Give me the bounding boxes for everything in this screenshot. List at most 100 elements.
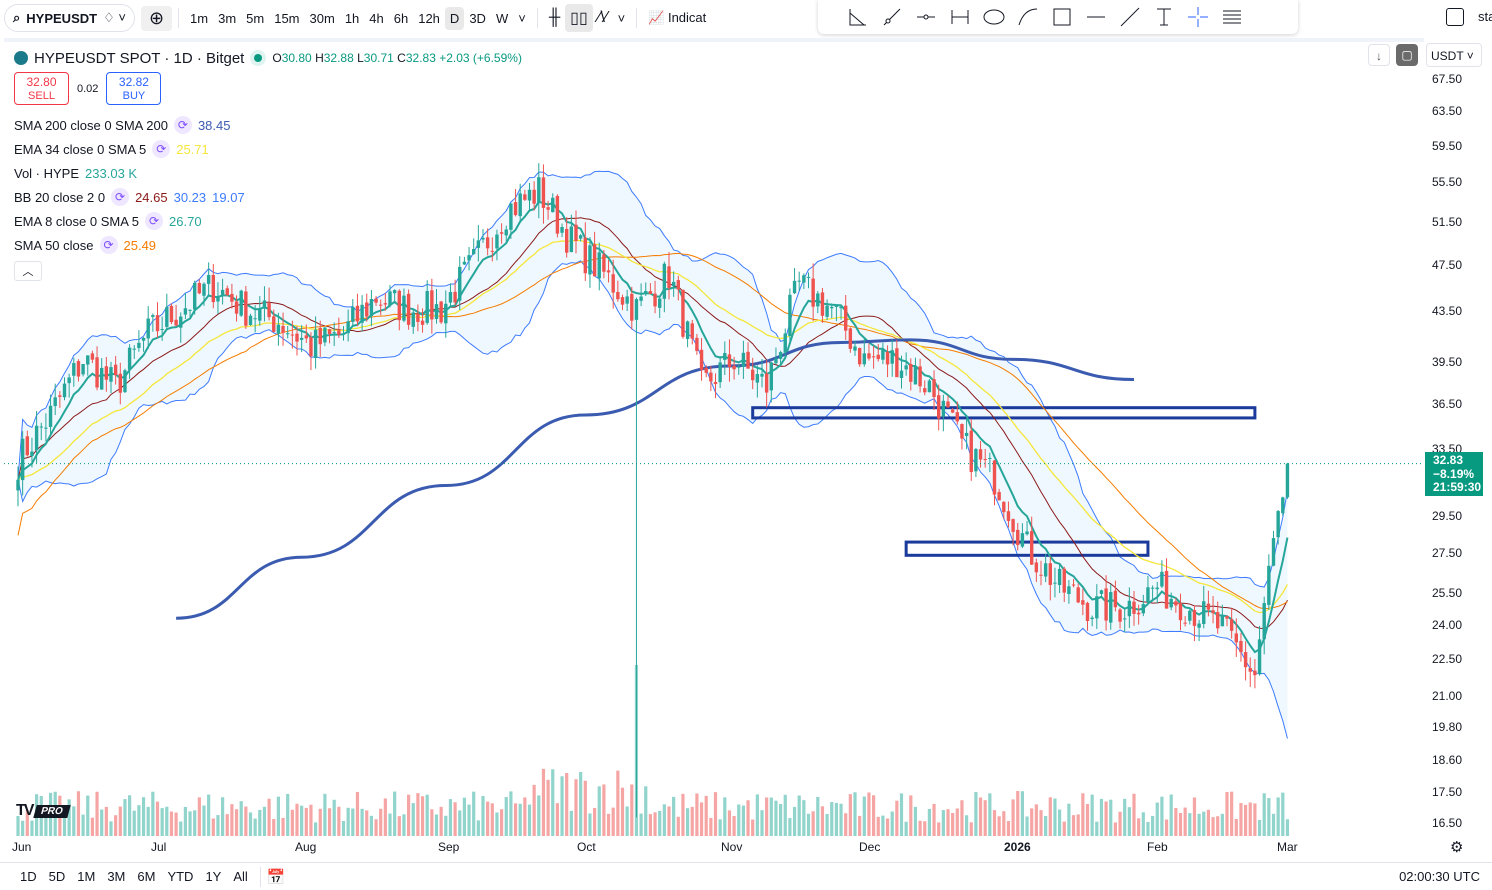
range-1M[interactable]: 1M bbox=[77, 869, 96, 884]
interval-1m[interactable]: 1m bbox=[190, 10, 209, 26]
date-range-icon[interactable] bbox=[948, 5, 972, 29]
bar-chart-icon[interactable]: ╫ bbox=[548, 9, 561, 26]
ellipse-icon[interactable] bbox=[982, 5, 1006, 29]
range-1Y[interactable]: 1Y bbox=[205, 869, 222, 884]
indicator-row[interactable]: SMA 50 close ⟳ 25.49 bbox=[14, 233, 522, 257]
range-3M[interactable]: 3M bbox=[107, 869, 126, 884]
indicator-row[interactable]: Vol · HYPE 233.03 K bbox=[14, 161, 522, 185]
bb-lower-line bbox=[17, 260, 1288, 739]
range-YTD[interactable]: YTD bbox=[167, 869, 194, 884]
interval-6h[interactable]: 6h bbox=[393, 10, 409, 26]
text-icon[interactable] bbox=[1152, 5, 1176, 29]
currency-select[interactable]: USDT ˅ bbox=[1426, 43, 1482, 67]
line-chart-icon[interactable]: ⁄\⁄ bbox=[597, 9, 608, 26]
buy-button[interactable]: 32.82 BUY bbox=[106, 72, 162, 105]
exchange-icon[interactable]: ♢ ˅ bbox=[103, 10, 126, 25]
refresh-icon[interactable]: ⟳ bbox=[111, 188, 130, 206]
interval-12h[interactable]: 12h bbox=[418, 10, 440, 26]
candles-icon[interactable]: ▯▯ bbox=[565, 4, 593, 32]
range-1D[interactable]: 1D bbox=[20, 869, 37, 884]
volume-bar bbox=[895, 800, 899, 836]
trend-angle-icon[interactable] bbox=[846, 5, 870, 29]
candle bbox=[244, 286, 248, 329]
range-6M[interactable]: 6M bbox=[137, 869, 156, 884]
time-axis[interactable]: Jun Jul Aug Sep Oct Nov Dec 2026 Feb Mar bbox=[0, 838, 1424, 860]
interval-D[interactable]: D bbox=[444, 6, 465, 30]
collapse-legend-button[interactable]: ︿ bbox=[14, 261, 42, 281]
price-axis[interactable]: ↓ ▢ USDT ˅ 67.50 63.50 59.50 55.50 51.50 47.5… bbox=[1368, 38, 1492, 862]
price-zone-rectangle[interactable] bbox=[904, 540, 1150, 557]
volume-bar bbox=[1239, 803, 1243, 836]
last-price-label: 32.83 −8.19% 21:59:30 bbox=[1425, 452, 1483, 496]
refresh-icon[interactable]: ⟳ bbox=[99, 236, 118, 254]
clock[interactable]: 02:00:30 UTC bbox=[1399, 869, 1480, 884]
ray-icon[interactable] bbox=[880, 5, 904, 29]
settings-icon[interactable]: ⚙ bbox=[1450, 839, 1464, 856]
indicator-row[interactable]: EMA 34 close 0 SMA 5 ⟳ 25.71 bbox=[14, 137, 522, 161]
interval-3m[interactable]: 3m bbox=[218, 10, 237, 26]
candle bbox=[160, 316, 164, 341]
volume-bar bbox=[1248, 802, 1252, 836]
candle bbox=[923, 380, 927, 396]
price-zone-rectangle[interactable] bbox=[751, 406, 1257, 420]
interval-15m[interactable]: 15m bbox=[274, 10, 300, 26]
indicators-button[interactable]: 📈 Indicat bbox=[643, 6, 711, 30]
candle bbox=[834, 305, 839, 322]
scroll-down-button[interactable]: ↓ bbox=[1368, 44, 1390, 66]
crosshair-icon[interactable] bbox=[1186, 5, 1210, 29]
interval-5m[interactable]: 5m bbox=[246, 10, 265, 26]
volume-bar bbox=[834, 802, 838, 836]
refresh-icon[interactable]: ⟳ bbox=[145, 212, 164, 230]
path-icon[interactable] bbox=[1016, 5, 1040, 29]
interval-3D[interactable]: 3D bbox=[469, 10, 486, 26]
indicator-row[interactable]: SMA 200 close 0 SMA 200 ⟳ 38.45 bbox=[14, 113, 522, 137]
volume-bar bbox=[44, 805, 48, 836]
volume-bar bbox=[193, 810, 197, 836]
candle bbox=[625, 289, 629, 312]
price-label: 22.50 bbox=[1432, 652, 1463, 667]
candle bbox=[332, 322, 336, 347]
indicator-row[interactable]: BB 20 close 2 0 ⟳ 24.65 30.23 19.07 bbox=[14, 185, 522, 209]
chart-type-dropdown-icon[interactable]: ˅ bbox=[617, 10, 626, 26]
sell-button[interactable]: 32.80 SELL bbox=[14, 72, 69, 105]
interval-dropdown-icon[interactable]: ˅ bbox=[518, 10, 526, 26]
refresh-icon[interactable]: ⟳ bbox=[152, 140, 171, 158]
sma200-line bbox=[176, 338, 1135, 620]
indicator-value: 19.07 bbox=[212, 189, 245, 205]
interval-4h[interactable]: 4h bbox=[369, 10, 384, 26]
interval-1h[interactable]: 1h bbox=[344, 10, 360, 26]
horizontal-line-icon[interactable] bbox=[1084, 5, 1108, 29]
trend-line-icon[interactable] bbox=[1118, 5, 1142, 29]
goto-date-icon[interactable]: 📅 bbox=[266, 868, 286, 886]
volume-bar bbox=[411, 803, 415, 836]
auto-scale-button[interactable]: ▢ bbox=[1396, 44, 1418, 66]
interval-W[interactable]: W bbox=[495, 10, 509, 26]
indicator-value: 25.49 bbox=[123, 237, 157, 253]
menu-icon[interactable] bbox=[1220, 5, 1244, 29]
bottom-toolbar: 1D 5D 1M 3M 6M YTD 1Y All 📅 02:00:30 UTC bbox=[0, 862, 1492, 890]
price-chart[interactable] bbox=[4, 42, 1424, 866]
candle bbox=[202, 282, 206, 306]
indicator-row[interactable]: EMA 8 close 0 SMA 5 ⟳ 26.70 bbox=[14, 209, 522, 233]
refresh-icon[interactable]: ⟳ bbox=[173, 116, 192, 134]
right-toolbar-label[interactable]: sta bbox=[1478, 9, 1492, 24]
chart-legend: HYPEUSDT SPOT · 1D · Bitget O30.80 H32.8… bbox=[14, 46, 522, 281]
horizontal-ray-icon[interactable] bbox=[914, 5, 938, 29]
range-All[interactable]: All bbox=[233, 869, 248, 884]
chart-pane[interactable] bbox=[4, 38, 1492, 862]
interval-30m[interactable]: 30m bbox=[309, 10, 335, 26]
fullscreen-checkbox[interactable] bbox=[1446, 8, 1464, 26]
candle bbox=[583, 222, 587, 281]
range-5D[interactable]: 5D bbox=[48, 869, 66, 884]
symbol-search[interactable]: ⌕ HYPEUSDT ♢ ˅ bbox=[4, 4, 135, 32]
candle bbox=[857, 347, 862, 367]
candle bbox=[639, 283, 643, 307]
compare-button[interactable]: ⊕ bbox=[140, 5, 173, 31]
rectangle-icon[interactable] bbox=[1050, 5, 1074, 29]
volume-bar bbox=[662, 804, 666, 836]
volume-bar bbox=[453, 802, 457, 836]
volume-bar bbox=[276, 796, 280, 836]
candle bbox=[425, 280, 429, 325]
volume-bar bbox=[341, 820, 346, 836]
volume-bar bbox=[658, 810, 662, 836]
